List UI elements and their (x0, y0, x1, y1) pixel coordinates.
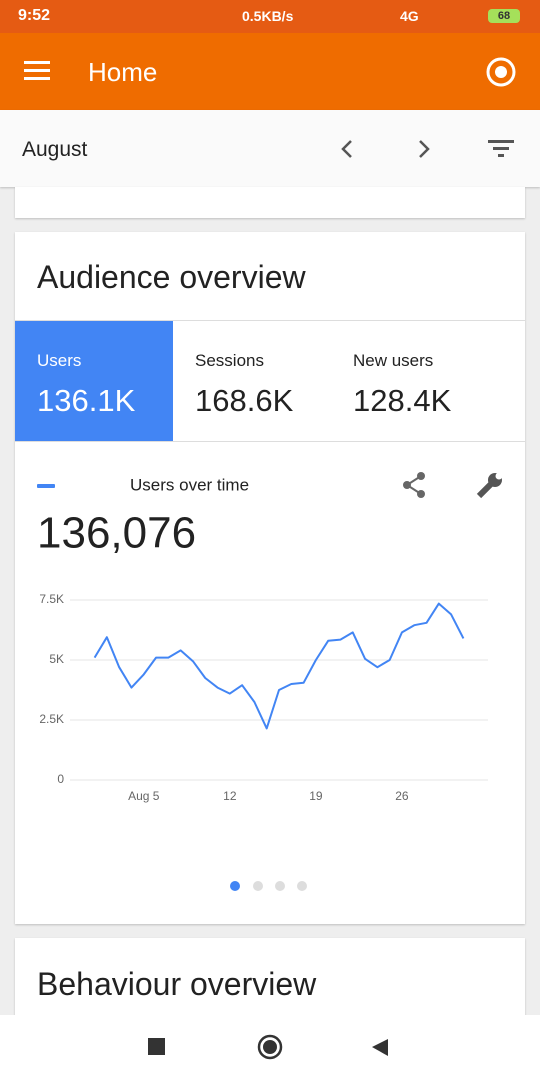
speed: 0.5KB/s (242, 8, 294, 24)
tab-label: Sessions (195, 351, 264, 370)
network: 4G (400, 8, 419, 24)
tab-sessions[interactable]: Sessions 168.6K (173, 321, 331, 441)
audience-card: Audience overview Users 136.1K Sessions … (15, 232, 525, 924)
period[interactable]: August (22, 138, 88, 161)
tab-value: 128.4K (353, 383, 452, 418)
prev-button[interactable] (338, 138, 358, 160)
behaviour-card: Behaviour overview (15, 938, 525, 1028)
date-bar: August (0, 110, 540, 187)
filter-button[interactable] (488, 138, 516, 160)
card-title: Audience overview (37, 259, 306, 295)
card-title: Behaviour overview (37, 966, 317, 1002)
menu-button[interactable] (24, 59, 52, 83)
page-dots (226, 880, 316, 892)
tab-users[interactable]: Users 136.1K (15, 321, 173, 441)
tab-label: Users (37, 351, 82, 370)
account-button[interactable] (484, 55, 518, 89)
tab-value: 168.6K (195, 383, 294, 418)
tab-value: 136.1K (37, 383, 136, 418)
share-button[interactable] (399, 470, 429, 500)
tab-new-users[interactable]: New users 128.4K (331, 321, 525, 441)
nav-bar (0, 1015, 540, 1080)
previous-card (15, 187, 525, 218)
customize-button[interactable] (475, 470, 507, 502)
status-bar: 9:52 0.5KB/s 4G 68 (0, 0, 540, 33)
app-title: Home (88, 57, 158, 87)
time: 9:52 (18, 7, 51, 24)
back-button[interactable] (370, 1038, 390, 1058)
home-button[interactable] (257, 1034, 283, 1060)
app-bar: Home (0, 33, 540, 110)
metric-tabs: Users 136.1K Sessions 168.6K New users 1… (15, 320, 525, 442)
tab-label: New users (353, 351, 434, 370)
recents-button[interactable] (148, 1038, 166, 1056)
next-button[interactable] (414, 138, 434, 160)
battery: 68 (488, 9, 520, 23)
